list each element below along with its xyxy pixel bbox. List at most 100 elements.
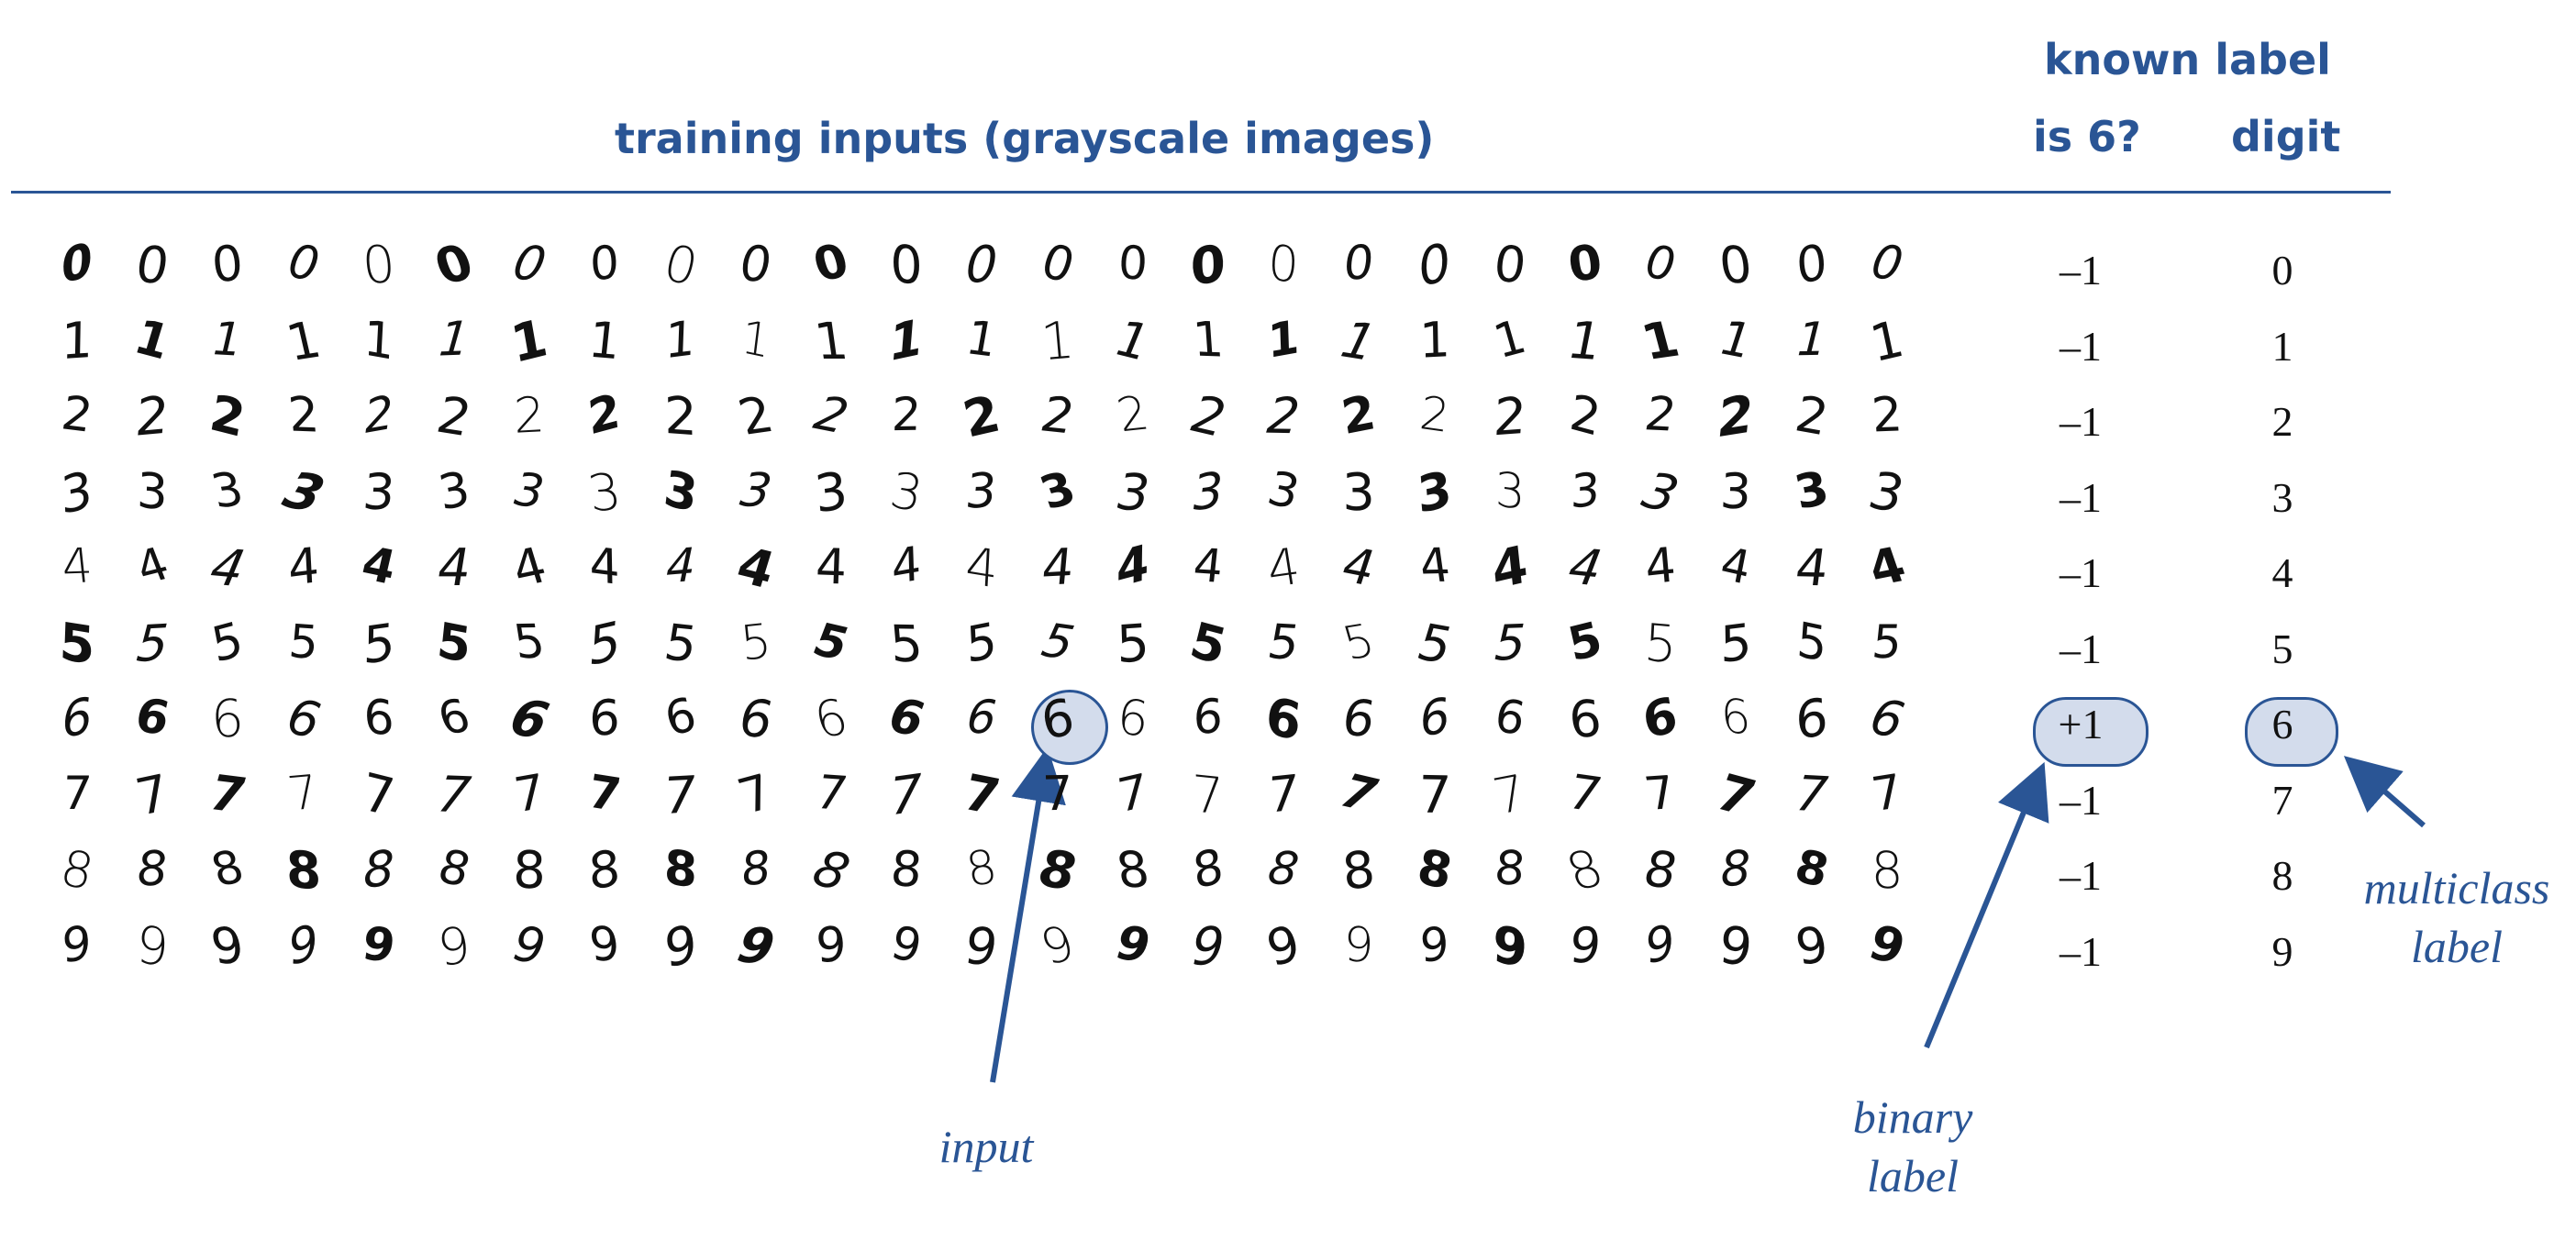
digit-image-7: 7 — [130, 762, 174, 827]
digit-image-4: 4 — [59, 538, 95, 595]
digit-image-1: 1 — [1795, 312, 1828, 366]
digit-image-3: 3 — [1868, 459, 1905, 526]
digit-image-4: 4 — [286, 537, 320, 598]
digit-image-4: 4 — [205, 537, 250, 599]
digit-image-4: 4 — [1191, 538, 1226, 593]
digit-image-3: 3 — [1192, 461, 1225, 522]
digit-image-8: 8 — [363, 840, 394, 900]
digit-image-4: 4 — [964, 536, 1000, 601]
digit-image-2: 2 — [1416, 385, 1452, 444]
multiclass-label: 2 — [2271, 398, 2293, 445]
digit-image-1: 1 — [1267, 309, 1301, 369]
digit-image-4: 4 — [1416, 538, 1453, 594]
digit-image-6: 6 — [362, 690, 395, 747]
multiclass-annotation-line1: multiclass — [2363, 862, 2550, 913]
digit-image-9: 9 — [732, 914, 780, 977]
digit-image-2: 2 — [1112, 386, 1154, 444]
binary-label: –1 — [2060, 398, 2102, 445]
digit-image-1: 1 — [962, 310, 1002, 369]
digit-image-4: 4 — [815, 538, 848, 596]
digit-image-7: 7 — [1569, 764, 1602, 824]
digit-image-9: 9 — [964, 915, 999, 977]
binary-column-heading: is 6? — [2033, 112, 2141, 161]
digit-image-9: 9 — [206, 916, 249, 975]
binary-annotation-line1: binary — [1852, 1091, 1973, 1143]
digit-image-2: 2 — [1040, 386, 1074, 446]
digit-image-5: 5 — [1642, 612, 1679, 676]
digit-image-5: 5 — [357, 612, 400, 675]
digit-image-5: 5 — [1268, 614, 1300, 671]
digit-image-3: 3 — [583, 461, 626, 523]
digit-image-9: 9 — [1342, 916, 1375, 974]
digit-image-1: 1 — [586, 310, 624, 371]
digit-image-7: 7 — [958, 762, 1006, 826]
multiclass-column-heading: digit — [2231, 112, 2341, 161]
digit-image-6: 6 — [588, 690, 621, 747]
digit-image-0: 0 — [360, 235, 398, 296]
digit-image-6: 6 — [209, 688, 246, 751]
multiclass-label-highlight — [2245, 697, 2338, 767]
digit-image-5: 5 — [1714, 612, 1758, 674]
digit-image-6: 6 — [808, 688, 854, 749]
digit-image-7: 7 — [1868, 764, 1906, 823]
binary-label: –1 — [2060, 625, 2102, 672]
digit-image-0: 0 — [1184, 233, 1232, 297]
binary-label: –1 — [2060, 927, 2102, 975]
digit-image-3: 3 — [1494, 461, 1526, 521]
digit-image-9: 9 — [434, 914, 474, 978]
digit-image-7: 7 — [661, 764, 700, 825]
digit-image-2: 2 — [663, 385, 697, 448]
digit-image-2: 2 — [1870, 387, 1904, 444]
digit-image-0: 0 — [1116, 236, 1149, 291]
digit-image-9: 9 — [57, 915, 97, 974]
digit-image-4: 4 — [885, 537, 927, 596]
digit-image-6: 6 — [130, 689, 174, 747]
digit-image-5: 5 — [1493, 614, 1527, 672]
digit-image-0: 0 — [1715, 236, 1756, 294]
digit-image-8: 8 — [1638, 839, 1683, 901]
digit-image-7: 7 — [61, 766, 94, 820]
digit-image-5: 5 — [510, 614, 550, 670]
digit-image-9: 9 — [1491, 913, 1529, 980]
digit-image-0: 0 — [1341, 236, 1377, 292]
digit-image-8: 8 — [1339, 839, 1379, 902]
digit-image-2: 2 — [58, 386, 96, 444]
digit-image-0: 0 — [1490, 234, 1529, 295]
digit-image-5: 5 — [887, 614, 926, 673]
digit-image-1: 1 — [1038, 310, 1077, 372]
digit-image-0: 0 — [1867, 235, 1907, 293]
digit-image-3: 3 — [1110, 461, 1156, 523]
digit-image-3: 3 — [1341, 462, 1376, 523]
digit-image-2: 2 — [1264, 386, 1303, 446]
digit-image-1: 1 — [61, 310, 94, 371]
digit-image-2: 2 — [1715, 383, 1757, 450]
digit-image-5: 5 — [738, 613, 774, 672]
digit-image-8: 8 — [962, 839, 1002, 899]
digit-image-9: 9 — [587, 917, 623, 972]
digit-image-7: 7 — [1487, 763, 1532, 826]
digit-image-7: 7 — [1041, 766, 1074, 822]
digit-image-8: 8 — [888, 841, 925, 899]
digit-image-3: 3 — [736, 462, 775, 519]
digit-image-0: 0 — [131, 235, 173, 295]
digit-image-6: 6 — [738, 688, 773, 751]
digit-image-8: 8 — [1264, 840, 1303, 897]
digit-image-0: 0 — [209, 234, 247, 295]
binary-annotation-line2: label — [1867, 1150, 1959, 1201]
digit-image-4: 4 — [1793, 537, 1830, 598]
digit-image-7: 7 — [208, 764, 248, 825]
digit-image-7: 7 — [1192, 763, 1225, 826]
digit-image-2: 2 — [362, 385, 394, 444]
digit-image-1: 1 — [661, 310, 700, 370]
digit-image-8: 8 — [1870, 840, 1904, 901]
digit-image-7: 7 — [283, 765, 323, 822]
binary-label: –1 — [2060, 549, 2102, 596]
binary-label: –1 — [2060, 247, 2102, 293]
digit-image-1: 1 — [1191, 311, 1226, 369]
digit-image-1: 1 — [1569, 310, 1602, 372]
digit-image-9: 9 — [133, 913, 172, 980]
digit-image-5: 5 — [1115, 613, 1150, 675]
digit-image-3: 3 — [964, 462, 1000, 520]
digit-image-6: 6 — [1338, 689, 1380, 748]
known-label-heading: known label — [2044, 35, 2331, 84]
